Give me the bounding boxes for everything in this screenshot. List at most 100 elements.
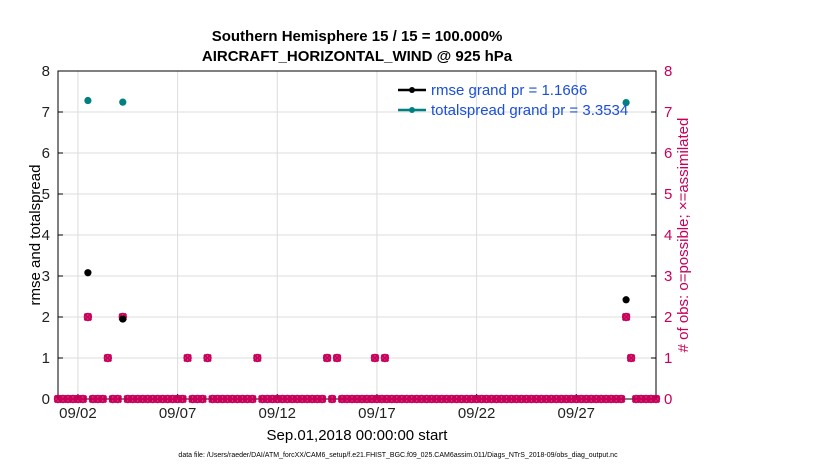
grid	[58, 71, 656, 399]
obs-possible-point	[322, 353, 332, 363]
x-tick-label: 09/27	[557, 405, 595, 422]
cross-stroke	[183, 353, 192, 363]
obs-assimilated-point	[198, 394, 207, 404]
obs-possible-point	[113, 394, 123, 404]
obs-possible-point	[88, 394, 98, 404]
cross-stroke	[322, 353, 332, 363]
y-tick-label-right: 4	[664, 227, 672, 244]
obs-possible-point	[168, 394, 177, 404]
obs-possible-point	[507, 394, 516, 404]
obs-possible-point	[53, 394, 63, 404]
obs-possible-point	[527, 394, 536, 404]
obs-possible-point	[258, 394, 267, 404]
y-tick-label-left: 6	[42, 145, 50, 162]
obs-possible-point	[467, 394, 476, 404]
obs-possible-point	[218, 394, 227, 404]
obs-possible-point	[452, 394, 461, 404]
obs-assimilated-point	[83, 312, 93, 322]
obs-possible-point	[288, 394, 297, 404]
obs-assimilated-point	[380, 353, 390, 363]
obs-possible-point	[138, 394, 147, 404]
cross-stroke	[621, 312, 631, 322]
obs-possible-point	[587, 394, 596, 404]
y-axis-label-right: # of obs: o=possible; ×=assimilated	[675, 118, 692, 353]
obs-possible-point	[372, 394, 382, 404]
cross-stroke	[616, 394, 626, 404]
obs-possible-point	[462, 394, 471, 404]
obs-possible-point	[243, 394, 252, 404]
obs-possible-point	[596, 394, 606, 404]
obs-possible-point	[370, 353, 380, 363]
obs-possible-point	[183, 353, 192, 363]
obs-possible-point	[592, 394, 601, 404]
obs-possible-point	[278, 394, 287, 404]
obs-possible-point	[497, 394, 506, 404]
obs-possible-point	[601, 394, 611, 404]
y-tick-label-right: 0	[664, 391, 672, 408]
obs-possible-point	[312, 394, 322, 404]
obs-possible-point	[93, 394, 103, 404]
obs-possible-point	[362, 394, 372, 404]
obs-assimilated-point	[332, 353, 342, 363]
obs-assimilated-point	[626, 353, 636, 363]
obs-possible-point	[367, 394, 377, 404]
obs-possible-point	[611, 394, 621, 404]
obs-possible-point	[472, 394, 481, 404]
obs-possible-point	[58, 394, 68, 404]
y-tick-label-right: 5	[664, 186, 672, 203]
obs-possible-point	[233, 394, 242, 404]
obs-possible-point	[382, 394, 392, 404]
obs-possible-point	[542, 394, 551, 404]
obs-possible-point	[158, 394, 167, 404]
obs-possible-point	[108, 394, 118, 404]
obs-possible-point	[547, 394, 556, 404]
chart-title-line-1: Southern Hemisphere 15 / 15 = 100.000%	[212, 28, 503, 45]
cross-stroke	[78, 394, 88, 404]
obs-possible-point	[380, 353, 390, 363]
cross-stroke	[113, 394, 122, 404]
cross-stroke	[332, 353, 342, 363]
legend: rmse grand pr = 1.1666 totalspread grand…	[398, 82, 628, 119]
cross-stroke	[651, 394, 661, 404]
obs-possible-point	[123, 394, 132, 404]
obs-possible-point	[173, 394, 182, 404]
obs-assimilated-point	[327, 394, 337, 404]
obs-possible-point	[641, 394, 651, 404]
obs-possible-point	[582, 394, 591, 404]
cross-stroke	[626, 353, 636, 363]
y-tick-label-left: 7	[42, 104, 50, 121]
legend-rmse-label: rmse grand pr = 1.1666	[431, 82, 587, 99]
obs-possible-point	[302, 394, 312, 404]
obs-possible-point	[188, 394, 197, 404]
x-axis-label: Sep.01,2018 00:00:00 start	[267, 427, 449, 444]
obs-possible-point	[397, 394, 407, 404]
cross-stroke	[98, 394, 108, 404]
y-tick-label-left: 1	[42, 350, 50, 367]
x-tick-label: 09/12	[258, 405, 296, 422]
obs-possible-point	[562, 394, 571, 404]
obs-possible-point	[178, 394, 187, 404]
obs-assimilated-point	[317, 394, 327, 404]
obs-possible-point	[422, 394, 431, 404]
cross-stroke	[103, 353, 113, 363]
obs-possible-point	[442, 394, 451, 404]
obs-possible-point	[238, 394, 247, 404]
obs-possible-point	[223, 394, 232, 404]
rmse-point	[119, 315, 127, 323]
obs-assimilated-point	[616, 394, 626, 404]
obs-possible-point	[148, 394, 157, 404]
x-tick-label: 09/17	[358, 405, 396, 422]
totalspread-point	[119, 98, 127, 106]
obs-possible-point	[387, 394, 397, 404]
cross-stroke	[253, 353, 262, 363]
rmse-point	[84, 269, 92, 277]
cross-stroke	[178, 394, 187, 404]
cross-stroke	[248, 394, 257, 404]
cross-stroke	[83, 312, 93, 322]
obs-possible-point	[332, 353, 342, 363]
obs-possible-point	[203, 353, 212, 363]
obs-assimilated-point	[113, 394, 122, 404]
obs-possible-point	[606, 394, 616, 404]
obs-possible-point	[651, 394, 661, 404]
